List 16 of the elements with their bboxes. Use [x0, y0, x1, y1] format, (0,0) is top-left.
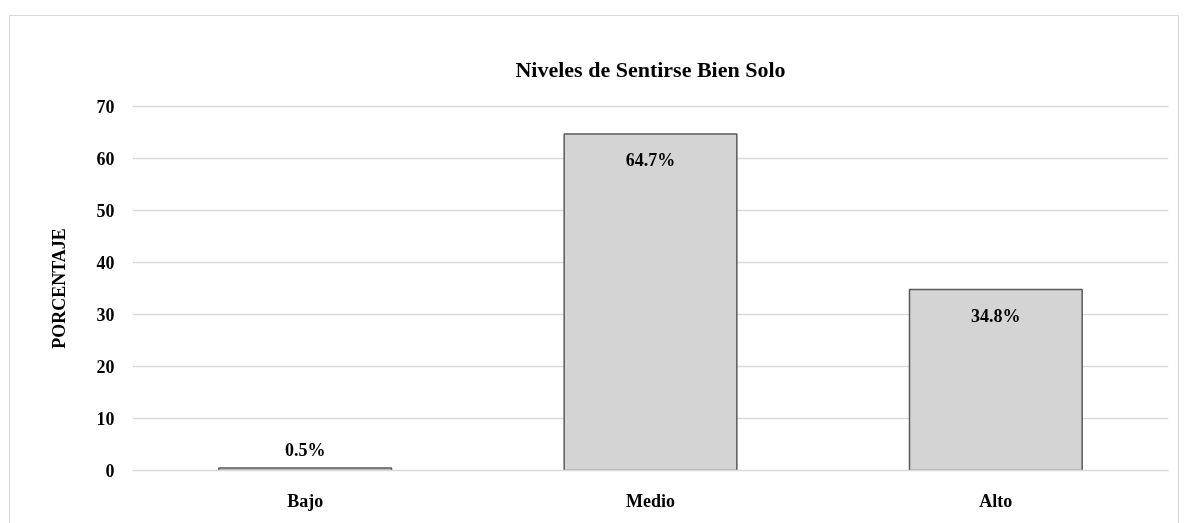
y-axis-title: PORCENTAJE [48, 228, 69, 349]
y-tick-label: 30 [96, 305, 115, 325]
x-tick-label: Bajo [287, 490, 324, 511]
x-tick-label: Medio [626, 490, 675, 511]
data-label: 64.7% [625, 150, 676, 171]
y-tick-label: 60 [96, 149, 115, 169]
x-tick-label: Alto [979, 490, 1013, 511]
y-tick-label: 70 [96, 97, 115, 117]
y-tick-label: 50 [96, 201, 115, 221]
y-tick-label: 10 [96, 409, 115, 429]
data-label: 34.8% [971, 305, 1021, 326]
y-tick-label: 40 [96, 253, 115, 273]
data-label: 0.5% [284, 439, 326, 460]
y-tick-label: 20 [96, 357, 115, 377]
chart-title: Niveles de Sentirse Bien Solo [515, 56, 786, 82]
y-tick-label: 0 [105, 461, 115, 481]
